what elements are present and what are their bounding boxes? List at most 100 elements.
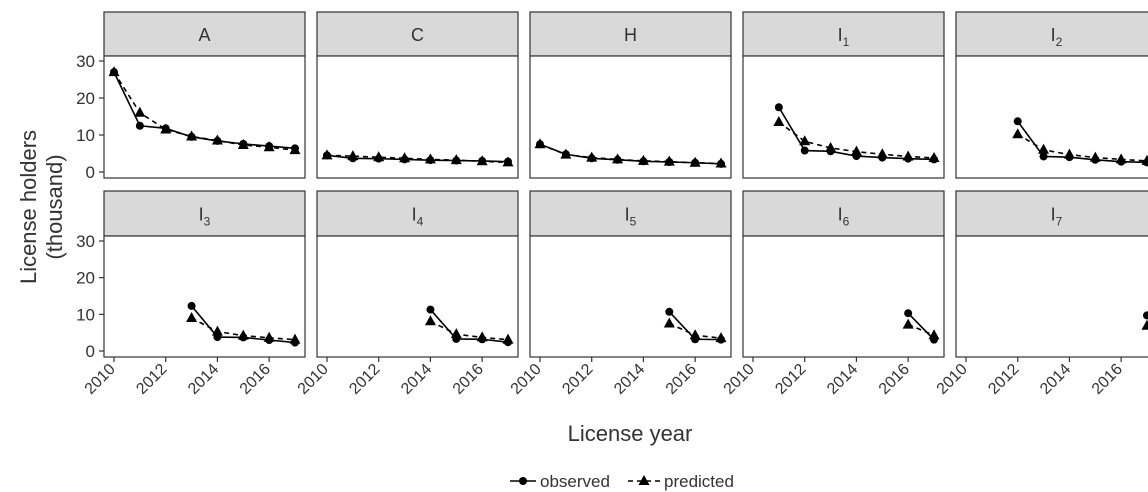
y-tick-label: 0	[86, 163, 95, 182]
observed-point	[161, 124, 170, 133]
x-tick-label: 2010	[508, 361, 545, 398]
facet-label-I4: I4	[412, 205, 424, 229]
x-tick-label: 2016	[1089, 361, 1126, 398]
facet-label-base: H	[624, 25, 637, 45]
facet-plot-area-I1	[742, 55, 945, 179]
legend-observed-marker	[519, 477, 527, 485]
observed-line-I4	[429, 309, 509, 343]
facet-label-subscript: 4	[417, 215, 424, 229]
facet-data-I4	[424, 305, 514, 347]
observed-point	[348, 154, 357, 163]
facet-data-I1	[773, 103, 940, 164]
x-tick-label: 2016	[237, 361, 274, 398]
observed-line-I2	[1017, 120, 1148, 164]
observed-point	[187, 301, 196, 310]
x-tick-label: 2012	[346, 361, 383, 398]
x-tick-label: 2010	[934, 361, 971, 398]
observed-point	[665, 158, 674, 167]
facet-label-base: C	[411, 25, 424, 45]
y-tick-label: 10	[76, 305, 95, 324]
x-tick-label: 2014	[1037, 361, 1074, 398]
facet-label-base: I	[625, 205, 630, 225]
observed-point	[904, 309, 913, 318]
observed-point	[291, 144, 299, 153]
observed-point	[691, 158, 700, 167]
y-tick-label: 20	[76, 269, 95, 288]
facet-label-H: H	[624, 25, 637, 45]
predicted-point	[799, 135, 811, 146]
observed-point	[587, 154, 596, 163]
facet-data-I2	[1012, 117, 1148, 167]
facet-label-I5: I5	[625, 205, 637, 229]
observed-point	[1013, 117, 1022, 126]
observed-point	[400, 155, 409, 164]
observed-point	[452, 334, 461, 343]
facet-label-base: I	[199, 205, 204, 225]
facet-label-I7: I7	[1051, 205, 1063, 229]
x-tick-label: 2012	[133, 361, 170, 398]
observed-point	[774, 103, 783, 112]
observed-point	[852, 152, 861, 161]
observed-point	[323, 151, 331, 160]
facet-label-subscript: 3	[204, 215, 211, 229]
facet-label-base: I	[1051, 205, 1056, 225]
facet-label-base: I	[838, 205, 843, 225]
observed-point	[613, 155, 622, 164]
x-axis-title: License year	[568, 421, 693, 446]
legend-observed-label: observed	[540, 472, 610, 491]
observed-point	[478, 335, 487, 344]
observed-point	[930, 335, 938, 344]
predicted-point	[134, 106, 146, 117]
x-tick-label: 2010	[82, 361, 119, 398]
predicted-line-C	[326, 154, 509, 164]
predicted-point	[663, 317, 675, 328]
facet-panel-I4: I4 2010 2012 2014 2016	[295, 190, 519, 398]
observed-point	[291, 338, 299, 347]
facet-label-base: A	[198, 25, 210, 45]
facet-label-C: C	[411, 25, 424, 45]
observed-point	[1065, 153, 1074, 162]
facet-plot-area-I6	[742, 235, 945, 358]
x-tick-label: 2010	[295, 361, 332, 398]
y-tick-label: 10	[76, 126, 95, 145]
facet-strip-A	[103, 11, 306, 57]
observed-point	[878, 153, 887, 162]
observed-point	[452, 156, 461, 165]
y-tick-label: 20	[76, 89, 95, 108]
observed-point	[1143, 158, 1148, 167]
observed-point	[639, 157, 648, 166]
observed-point	[691, 335, 700, 344]
x-tick-label: 2014	[185, 361, 222, 398]
facet-plot-area-I7	[955, 235, 1148, 358]
x-tick-label: 2014	[611, 361, 648, 398]
observed-point	[717, 159, 725, 168]
observed-point	[426, 305, 435, 314]
observed-point	[1039, 152, 1048, 161]
x-tick-label: 2014	[824, 361, 861, 398]
facet-strip-I6	[742, 190, 945, 237]
facet-label-subscript: 2	[1056, 35, 1063, 49]
facet-panel-I5: I5 2010 2012 2014 2016	[508, 190, 732, 398]
x-tick-label: 2012	[772, 361, 809, 398]
observed-point	[561, 150, 570, 159]
x-tick-label: 2016	[450, 361, 487, 398]
observed-point	[135, 121, 144, 130]
legend-predicted-marker	[638, 475, 650, 485]
x-tick-label: 2014	[398, 361, 435, 398]
facet-label-A: A	[198, 25, 210, 45]
facet-panel-C: C	[316, 11, 519, 179]
facet-strip-I3	[103, 190, 306, 237]
observed-point	[504, 338, 512, 347]
facet-data-C	[321, 149, 514, 167]
observed-point	[930, 155, 938, 164]
x-tick-label: 2016	[876, 361, 913, 398]
facet-label-subscript: 6	[843, 215, 850, 229]
facet-panel-A: A 0 10 20 30	[76, 11, 306, 182]
facet-panel-I7: I7 2010 2012 2014 2016	[934, 190, 1148, 398]
x-tick-label: 2012	[985, 361, 1022, 398]
observed-point	[265, 142, 274, 151]
observed-point	[110, 68, 118, 77]
observed-point	[717, 335, 725, 344]
observed-point	[1091, 155, 1100, 164]
